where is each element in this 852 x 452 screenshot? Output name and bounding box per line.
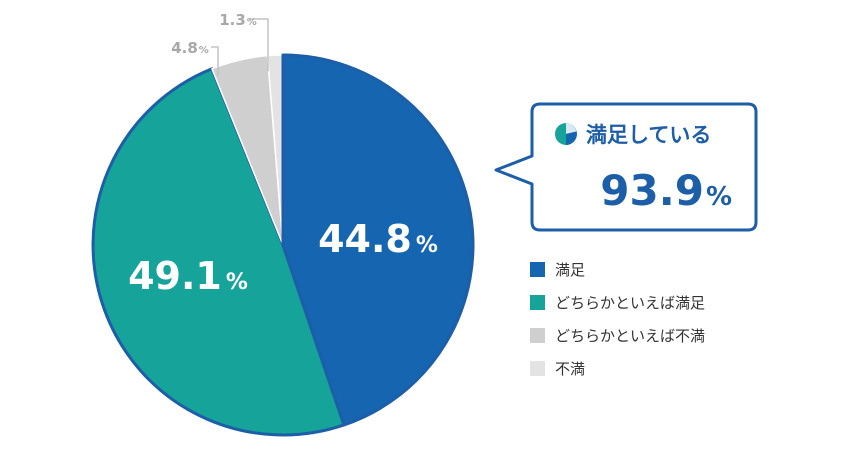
leader-line-不満 <box>249 18 269 72</box>
value-label-どちらかといえば不満: 4.8% <box>171 39 209 57</box>
pie-slice-満足 <box>281 53 475 427</box>
value-label-不満: 1.3% <box>219 11 257 29</box>
callout-box: 満足している 93.9% <box>494 102 758 232</box>
pie-slice-どちらかといえば満足 <box>91 67 346 437</box>
leader-line-どちらかといえば不満 <box>211 46 219 76</box>
pie-icon <box>555 123 577 145</box>
legend-label-満足: 満足 <box>555 261 585 279</box>
callout-value-unit: % <box>706 182 732 212</box>
legend-item-どちらかといえば不満: どちらかといえば不満 <box>530 327 705 345</box>
legend-item-満足: 満足 <box>530 261 585 279</box>
legend-label-どちらかといえば満足: どちらかといえば満足 <box>555 294 705 312</box>
pie-slices <box>91 53 475 437</box>
legend-swatch-不満 <box>530 361 545 376</box>
callout-value-number: 93.9 <box>600 166 704 215</box>
value-labels: 44.8 % 49.1 % 4.8% 1.3% <box>128 11 438 298</box>
legend-label-不満: 不満 <box>555 360 585 378</box>
value-label-満足: 44.8% <box>318 217 438 261</box>
legend-item-どちらかといえば満足: どちらかといえば満足 <box>530 294 705 312</box>
legend-swatch-満足 <box>530 262 545 277</box>
legend-swatch-どちらかといえば不満 <box>530 328 545 343</box>
legend-item-不満: 不満 <box>530 360 585 378</box>
value-label-どちらかといえば満足: 49.1% <box>128 254 248 298</box>
callout-title: 満足している <box>586 123 711 147</box>
legend-label-どちらかといえば不満: どちらかといえば不満 <box>555 327 705 345</box>
leader-lines <box>211 18 269 76</box>
callout-value: 93.9% <box>600 166 732 215</box>
legend-swatch-どちらかといえば満足 <box>530 295 545 310</box>
